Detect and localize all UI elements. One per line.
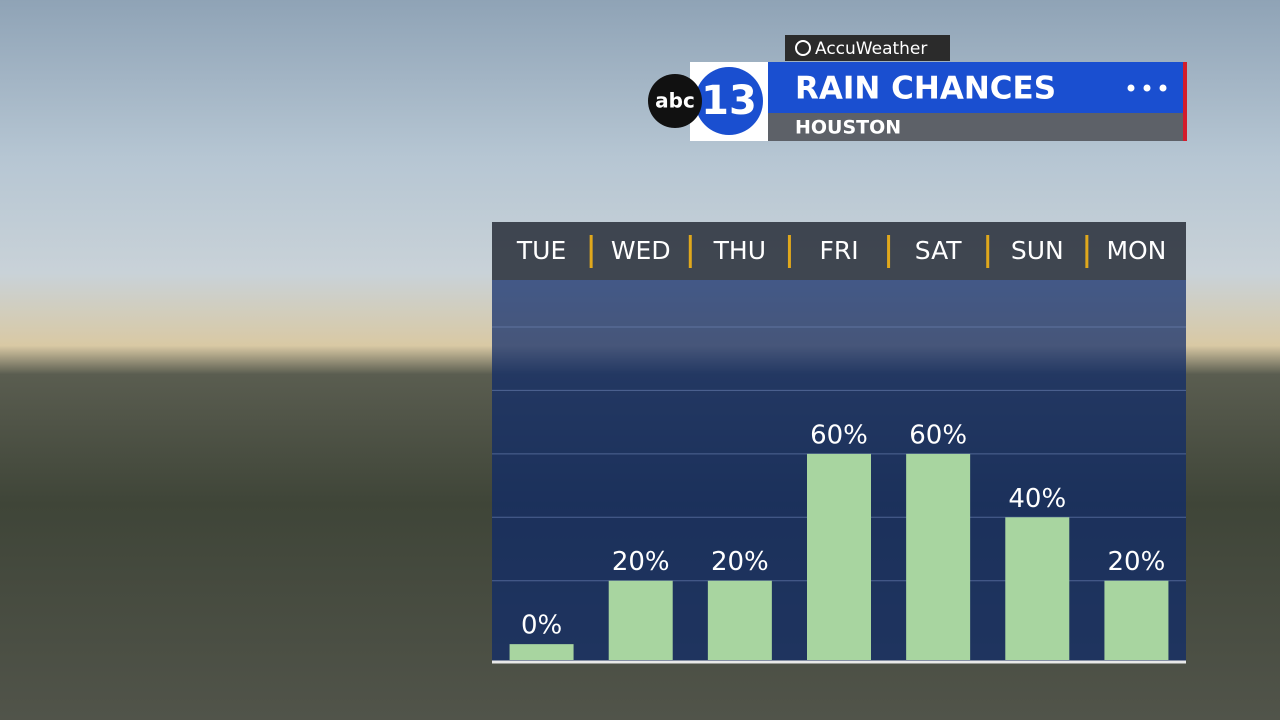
bar xyxy=(707,580,772,660)
menu-dot xyxy=(1159,84,1167,92)
value-label: 60% xyxy=(909,420,967,450)
subtitle-bar xyxy=(690,113,1187,141)
x-tick-label: TUE xyxy=(516,236,566,265)
x-tick-label: FRI xyxy=(819,236,858,265)
value-label: 20% xyxy=(1108,547,1166,577)
x-tick-label: THU xyxy=(713,236,766,265)
bar xyxy=(1005,517,1070,660)
x-tick-label: MON xyxy=(1106,236,1166,265)
bar xyxy=(509,644,574,660)
x-tick-label: WED xyxy=(611,236,671,265)
x-tick-label: SAT xyxy=(915,236,962,265)
logo-abc-circle xyxy=(648,74,702,128)
value-label: 60% xyxy=(810,420,868,450)
menu-dot xyxy=(1127,84,1135,92)
chart-title: RAIN CHANCES xyxy=(795,71,1056,107)
bar xyxy=(608,580,673,660)
logo-13-circle xyxy=(695,67,763,135)
value-label: 0% xyxy=(521,611,562,641)
accuweather-badge xyxy=(785,35,950,61)
value-label: 40% xyxy=(1008,484,1066,514)
logo-abc: abc xyxy=(655,89,695,113)
logo-13: 13 xyxy=(701,78,757,124)
title-bar xyxy=(690,62,1187,113)
bar xyxy=(906,453,971,660)
chart-subtitle: HOUSTON xyxy=(795,117,901,139)
accuweather-label: AccuWeather xyxy=(815,39,927,59)
value-label: 20% xyxy=(612,547,670,577)
menu-dot xyxy=(1143,84,1151,92)
accent xyxy=(1183,62,1187,141)
day-header xyxy=(492,222,1186,280)
value-label: 20% xyxy=(711,547,769,577)
bar xyxy=(1104,580,1169,660)
sun-icon xyxy=(795,40,811,56)
x-tick-label: SUN xyxy=(1011,236,1064,265)
bar xyxy=(807,453,871,660)
